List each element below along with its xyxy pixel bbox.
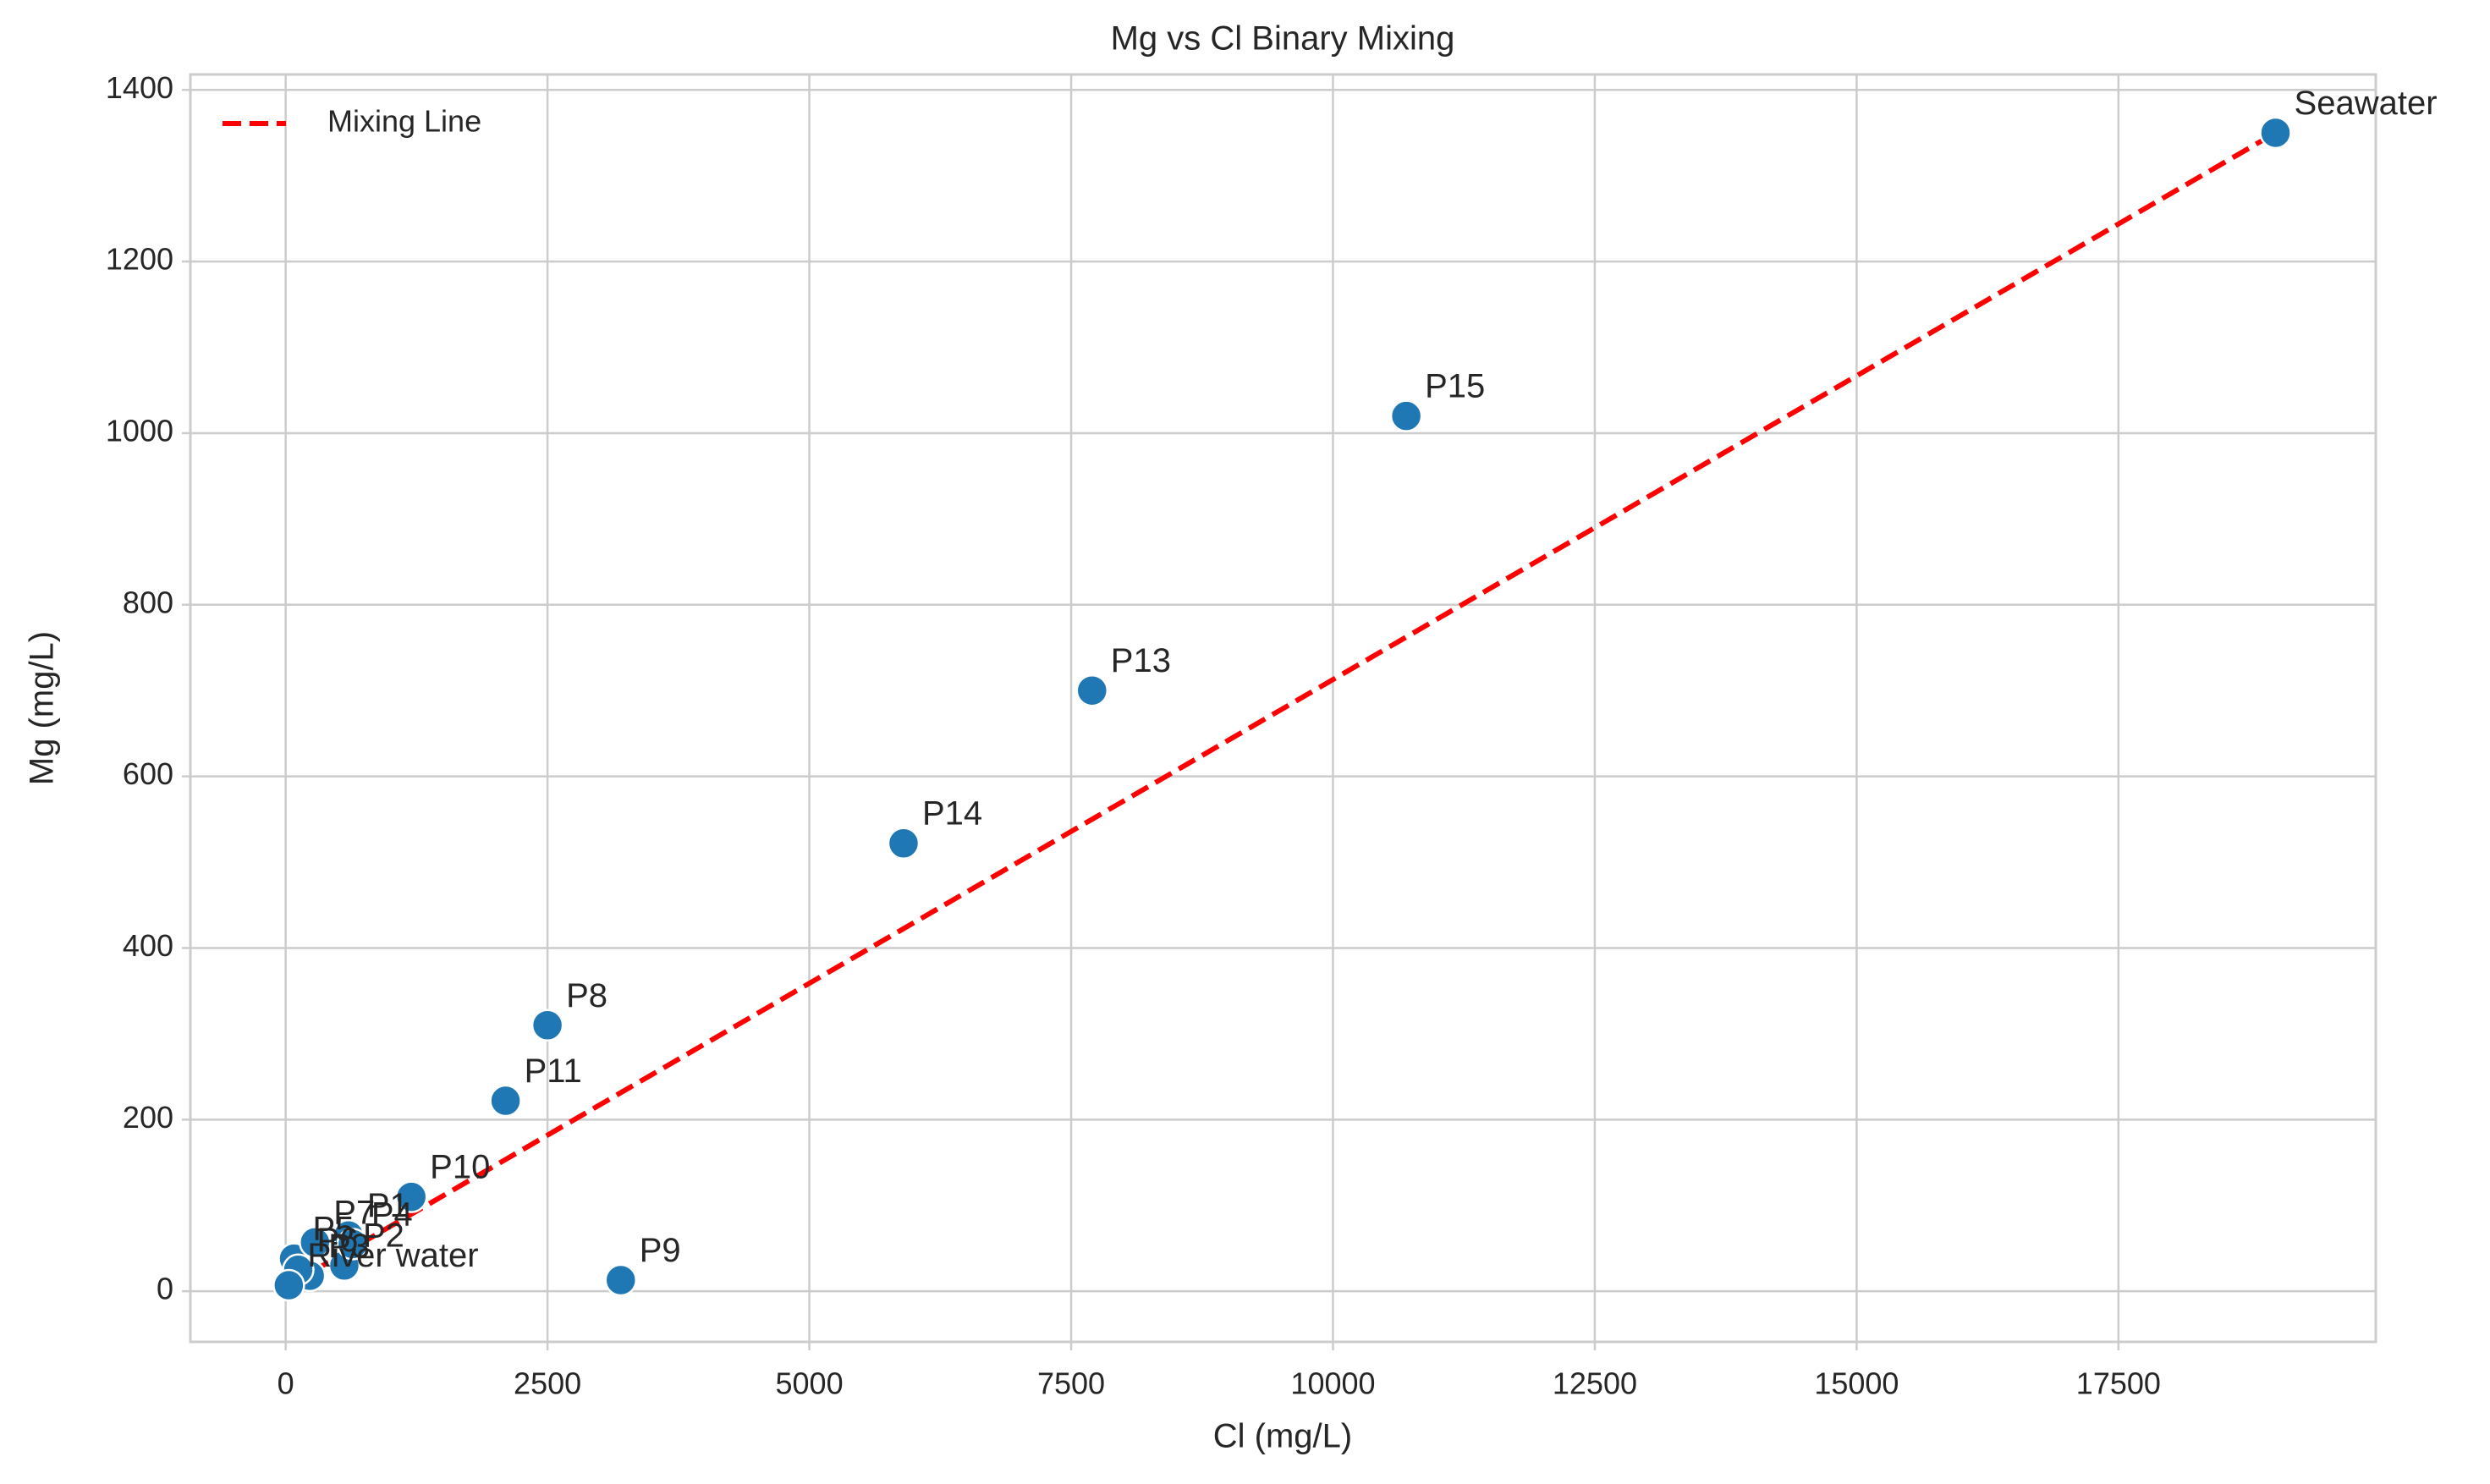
x-tick-label: 2500 — [514, 1366, 581, 1401]
point-label: P10 — [430, 1149, 490, 1186]
y-tick-label: 600 — [123, 756, 173, 791]
data-point — [1075, 673, 1109, 707]
x-tick-label: 0 — [278, 1366, 294, 1401]
x-tick-label: 15000 — [1814, 1366, 1899, 1401]
y-tick-label: 1400 — [106, 70, 173, 105]
x-tick-label: 17500 — [2076, 1366, 2161, 1401]
data-point — [394, 1180, 428, 1213]
y-tick-label: 1000 — [106, 413, 173, 448]
data-point — [336, 1228, 370, 1261]
x-axis-label: Cl (mg/L) — [1213, 1418, 1352, 1455]
point-label: P2 — [363, 1217, 404, 1255]
x-tick-label: 5000 — [776, 1366, 844, 1401]
x-tick-label: 12500 — [1553, 1366, 1637, 1401]
data-point — [530, 1009, 564, 1042]
data-point — [604, 1263, 638, 1297]
point-label: P14 — [922, 795, 982, 833]
chart-title: Mg vs Cl Binary Mixing — [1111, 20, 1455, 58]
point-label: P3 — [328, 1228, 370, 1265]
point-label: P15 — [1425, 368, 1485, 405]
point-label: P9 — [640, 1232, 681, 1269]
y-axis-label: Mg (mg/L) — [24, 631, 61, 785]
point-label: River water — [307, 1237, 478, 1274]
legend-label: Mixing Line — [327, 104, 481, 139]
y-tick-label: 800 — [123, 585, 173, 619]
point-label: P1 — [367, 1187, 409, 1224]
point-label: Seawater — [2295, 85, 2438, 122]
y-tick-label: 400 — [123, 928, 173, 963]
point-label: P11 — [525, 1053, 582, 1090]
data-point — [2259, 116, 2292, 150]
y-tick-label: 200 — [123, 1100, 173, 1135]
data-point — [299, 1226, 332, 1259]
point-label: P8 — [566, 977, 607, 1014]
point-label: P13 — [1111, 642, 1171, 679]
point-label: P5 — [313, 1211, 355, 1248]
mixing-line — [287, 130, 2278, 1288]
x-tick-label: 10000 — [1290, 1366, 1375, 1401]
y-tick-label: 1200 — [106, 242, 173, 277]
plot-frame — [189, 73, 2377, 1344]
point-label: P4 — [371, 1195, 413, 1233]
data-point — [272, 1268, 305, 1302]
x-tick-label: 7500 — [1037, 1366, 1105, 1401]
data-point — [489, 1084, 522, 1118]
y-tick-label: 0 — [157, 1272, 173, 1306]
point-label: P6 — [316, 1222, 358, 1259]
point-label: P7 — [333, 1194, 375, 1231]
data-point — [1389, 399, 1423, 432]
data-point — [887, 827, 921, 860]
